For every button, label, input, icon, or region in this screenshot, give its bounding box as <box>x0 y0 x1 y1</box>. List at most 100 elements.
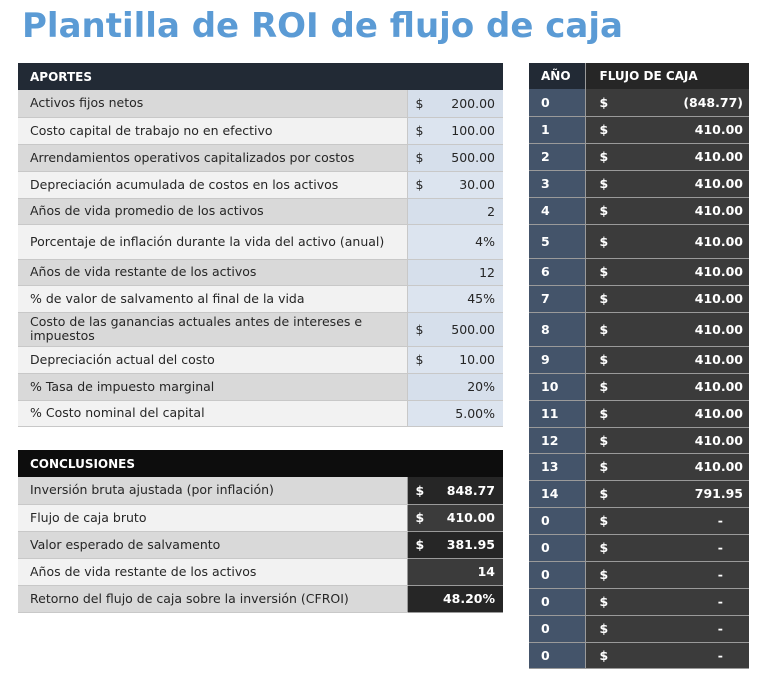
aportes-value: 45% <box>467 291 496 306</box>
cash-flow-row: 0 $ - <box>529 507 749 535</box>
aportes-label: % Tasa de impuesto marginal <box>18 373 407 401</box>
year-cell[interactable]: 7 <box>529 285 586 313</box>
conclusiones-value-cell[interactable]: 14 <box>406 558 504 586</box>
cash-flow-value: - <box>717 647 723 663</box>
year-cell[interactable]: 8 <box>529 312 586 347</box>
year-cell[interactable]: 14 <box>529 480 586 508</box>
year-cell[interactable]: 6 <box>529 258 586 286</box>
cash-flow-value: (848.77) <box>683 94 743 110</box>
aportes-value-cell[interactable]: 4% <box>406 224 504 260</box>
currency-symbol <box>416 234 428 249</box>
currency-symbol: $ <box>599 406 609 421</box>
aportes-value-cell[interactable]: $500.00 <box>406 144 504 172</box>
aportes-label: Porcentaje de inflación durante la vida … <box>18 224 407 260</box>
aportes-value-cell[interactable]: 5.00% <box>406 400 504 427</box>
year-cell[interactable]: 0 <box>529 561 586 589</box>
conclusiones-value-cell[interactable]: 48.20% <box>406 585 504 613</box>
aportes-value-cell[interactable]: $500.00 <box>406 312 504 347</box>
currency-symbol: $ <box>415 321 424 337</box>
cash-flow-row: 0 $ - <box>529 642 749 669</box>
cash-flow-cell[interactable]: $410.00 <box>585 258 749 286</box>
year-cell[interactable]: 4 <box>529 197 586 225</box>
year-cell[interactable]: 9 <box>529 346 586 374</box>
conclusiones-row: Inversión bruta ajustada (por inflación)… <box>18 477 504 505</box>
year-cell[interactable]: 0 <box>529 534 586 562</box>
year-cell[interactable]: 3 <box>529 170 586 198</box>
cash-flow-cell[interactable]: $410.00 <box>585 427 749 454</box>
currency-symbol: $ <box>599 94 609 110</box>
cash-flow-cell[interactable]: $410.00 <box>585 453 749 481</box>
cash-flow-value: 410.00 <box>694 352 743 367</box>
aportes-value-cell[interactable]: 45% <box>406 285 504 313</box>
currency-symbol: $ <box>415 352 424 367</box>
currency-symbol: $ <box>599 352 609 367</box>
cash-flow-cell[interactable]: $410.00 <box>585 346 749 374</box>
year-cell[interactable]: 1 <box>529 116 586 144</box>
cash-flow-row: 7 $410.00 <box>529 285 749 313</box>
cash-flow-cell[interactable]: $ - <box>585 534 749 562</box>
cash-flow-cell[interactable]: $410.00 <box>585 197 749 225</box>
cash-flow-cell[interactable]: $ - <box>585 642 749 669</box>
aportes-row: Porcentaje de inflación durante la vida … <box>18 224 504 260</box>
cash-flow-value: - <box>717 567 723 582</box>
aportes-value-cell[interactable]: $100.00 <box>406 117 504 145</box>
year-cell[interactable]: 0 <box>529 507 586 535</box>
aportes-value: 12 <box>479 264 496 280</box>
year-cell[interactable]: 13 <box>529 453 586 481</box>
cash-flow-value: - <box>717 513 723 528</box>
cash-flow-value: 410.00 <box>694 406 743 421</box>
conclusiones-row: Flujo de caja bruto $410.00 <box>18 504 504 532</box>
currency-symbol: $ <box>599 486 609 501</box>
aportes-value-cell[interactable]: 20% <box>406 373 504 401</box>
aportes-value: 500.00 <box>451 150 496 165</box>
cash-flow-cell[interactable]: $ - <box>585 588 749 616</box>
aportes-row: Depreciación acumulada de costos en los … <box>18 171 504 199</box>
conclusiones-value-cell[interactable]: $410.00 <box>406 504 504 532</box>
year-cell[interactable]: 0 <box>529 89 586 117</box>
year-cell[interactable]: 0 <box>529 642 586 669</box>
aportes-label: Depreciación acumulada de costos en los … <box>18 171 407 199</box>
conclusiones-value-cell[interactable]: $848.77 <box>406 477 504 505</box>
currency-symbol <box>416 564 428 579</box>
cash-flow-cell[interactable]: $410.00 <box>585 143 749 171</box>
currency-symbol: $ <box>599 432 609 448</box>
year-cell[interactable]: 5 <box>529 224 586 259</box>
year-cell[interactable]: 11 <box>529 400 586 428</box>
aportes-value-cell[interactable]: 2 <box>406 198 504 225</box>
aportes-row: Activos fijos netos $200.00 <box>18 90 504 118</box>
aportes-row: Años de vida restante de los activos 12 <box>18 259 504 286</box>
year-cell[interactable]: 0 <box>529 588 586 616</box>
cash-flow-cell[interactable]: $410.00 <box>585 373 749 401</box>
aportes-value-cell[interactable]: $30.00 <box>406 171 504 199</box>
year-cell[interactable]: 10 <box>529 373 586 401</box>
year-cell[interactable]: 12 <box>529 427 586 454</box>
year-cell[interactable]: 2 <box>529 143 586 171</box>
aportes-label: Años de vida promedio de los activos <box>18 198 407 225</box>
currency-symbol: $ <box>599 621 609 636</box>
aportes-value-cell[interactable]: $200.00 <box>406 90 504 118</box>
cash-flow-cell[interactable]: $ - <box>585 615 749 643</box>
cash-flow-row: 1 $410.00 <box>529 116 749 144</box>
aportes-value: 10.00 <box>459 352 496 367</box>
cash-flow-cell[interactable]: $791.95 <box>585 480 749 508</box>
conclusiones-value-cell[interactable]: $381.95 <box>406 531 504 559</box>
cash-flow-cell[interactable]: $ - <box>585 561 749 589</box>
cash-flow-cell[interactable]: $410.00 <box>585 116 749 144</box>
aportes-label: Costo capital de trabajo no en efectivo <box>18 117 407 145</box>
year-cell[interactable]: 0 <box>529 615 586 643</box>
cash-flow-cell[interactable]: $410.00 <box>585 224 749 259</box>
cash-flow-cell[interactable]: $ - <box>585 507 749 535</box>
cash-flow-cell[interactable]: $410.00 <box>585 170 749 198</box>
year-header: AÑO <box>529 63 586 89</box>
aportes-value-cell[interactable]: 12 <box>406 259 504 286</box>
cash-flow-cell[interactable]: $410.00 <box>585 400 749 428</box>
cash-flow-cell[interactable]: $ (848.77) <box>585 89 749 117</box>
cash-flow-cell[interactable]: $410.00 <box>585 312 749 347</box>
aportes-value-cell[interactable]: $10.00 <box>406 346 504 374</box>
cash-flow-cell[interactable]: $410.00 <box>585 285 749 313</box>
conclusiones-value: 14 <box>477 564 496 579</box>
currency-symbol: $ <box>415 123 424 138</box>
aportes-row: Años de vida promedio de los activos 2 <box>18 198 504 225</box>
currency-symbol: $ <box>599 176 609 191</box>
aportes-row: Depreciación actual del costo $10.00 <box>18 346 504 374</box>
